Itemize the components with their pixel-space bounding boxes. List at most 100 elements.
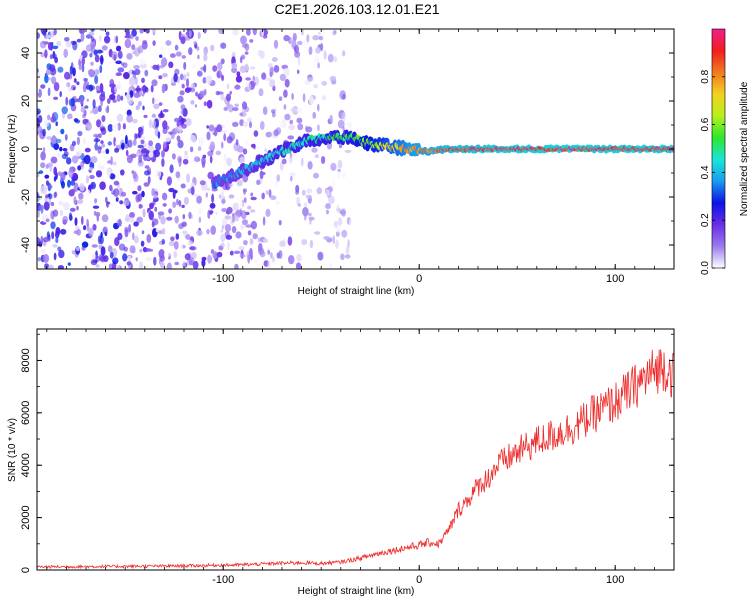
heatmap-noise-cell xyxy=(176,120,183,128)
heatmap-noise-cell xyxy=(335,226,341,233)
heatmap-noise-cell xyxy=(42,128,46,137)
heatmap-noise-cell xyxy=(223,153,227,162)
x-tick-label: -100 xyxy=(212,273,234,285)
heatmap-noise-cell xyxy=(151,244,155,250)
heatmap-noise-cell xyxy=(68,88,72,92)
heatmap-noise-cell xyxy=(284,78,290,88)
heatmap-noise-cell xyxy=(276,252,281,259)
heatmap-noise-cell xyxy=(207,209,211,219)
heatmap-noise-cell xyxy=(85,84,91,90)
heatmap-noise-cell xyxy=(278,96,283,101)
heatmap-noise-cell xyxy=(141,128,144,135)
heatmap-noise-cell xyxy=(247,82,252,92)
heatmap-noise-cell xyxy=(317,103,320,112)
heatmap-noise-cell xyxy=(181,118,187,123)
heatmap-noise-cell xyxy=(91,244,98,248)
heatmap-noise-cell xyxy=(128,255,131,260)
heatmap-noise-cell xyxy=(81,215,84,225)
heatmap-noise-cell xyxy=(53,252,57,261)
heatmap-noise-cell xyxy=(321,156,326,164)
heatmap-noise-cell xyxy=(53,82,60,92)
heatmap-noise-cell xyxy=(118,80,121,91)
heatmap-noise-cell xyxy=(161,192,168,201)
heatmap-noise-cell xyxy=(247,254,251,264)
heatmap-noise-cell xyxy=(154,206,158,212)
heatmap-noise-cell xyxy=(281,158,287,165)
heatmap-noise-cell xyxy=(120,169,125,176)
heatmap-noise-cell xyxy=(169,164,174,174)
heatmap-noise-cell xyxy=(197,70,203,77)
heatmap-noise-cell xyxy=(262,216,266,226)
heatmap-noise-cell xyxy=(250,192,254,197)
heatmap-noise-cell xyxy=(268,189,272,198)
heatmap-noise-cell xyxy=(153,149,160,158)
heatmap-noise-cell xyxy=(312,111,317,119)
heatmap-noise-cell xyxy=(180,110,184,115)
colorbar-scale xyxy=(712,29,725,268)
heatmap-noise-cell xyxy=(96,90,102,94)
heatmap-noise-cell xyxy=(139,29,144,34)
heatmap-noise-cell xyxy=(50,221,56,230)
heatmap-noise-cell xyxy=(126,114,133,123)
heatmap-noise-cell xyxy=(337,159,343,169)
heatmap-noise-cell xyxy=(220,233,226,243)
heatmap-noise-cell xyxy=(302,207,309,217)
heatmap-noise-cell xyxy=(345,245,350,255)
heatmap-noise-cell xyxy=(271,261,278,266)
heatmap-noise-cell xyxy=(337,170,341,180)
heatmap-noise-cell xyxy=(203,46,208,55)
heatmap-noise-cell xyxy=(112,257,119,265)
heatmap-noise-cell xyxy=(61,180,65,189)
heatmap-noise-cell xyxy=(289,119,294,125)
heatmap-noise-cell xyxy=(162,73,168,78)
heatmap-noise-cell xyxy=(309,239,314,249)
heatmap-noise-cell xyxy=(64,37,70,42)
heatmap-noise-cell xyxy=(238,246,245,251)
heatmap-noise-cell xyxy=(209,202,216,209)
heatmap-noise-cell xyxy=(173,73,178,83)
heatmap-noise-cell xyxy=(259,50,265,59)
heatmap-noise-cell xyxy=(85,175,90,184)
heatmap-noise-cell xyxy=(116,94,121,102)
heatmap-noise-cell xyxy=(91,36,94,42)
heatmap-noise-cell xyxy=(209,141,216,151)
heatmap-noise-cell xyxy=(244,51,249,55)
heatmap-noise-cell xyxy=(70,188,76,194)
heatmap-noise-cell xyxy=(48,184,53,189)
heatmap-noise-cell xyxy=(288,124,295,131)
heatmap-noise-cell xyxy=(270,252,273,259)
heatmap-noise-cell xyxy=(229,250,234,256)
heatmap-noise-cell xyxy=(161,238,165,245)
heatmap-noise-cell xyxy=(140,139,145,145)
heatmap-noise-cell xyxy=(339,210,346,215)
heatmap-noise-cell xyxy=(294,44,299,54)
heatmap-noise-cell xyxy=(257,237,261,243)
heatmap-noise-cell xyxy=(137,45,144,54)
heatmap-noise-cell xyxy=(292,32,297,42)
heatmap-noise-cell xyxy=(312,35,319,41)
heatmap-noise-cell xyxy=(202,154,207,159)
heatmap-noise-cell xyxy=(189,87,196,93)
heatmap-noise-cell xyxy=(212,131,218,136)
heatmap-noise-cell xyxy=(155,228,159,233)
heatmap-noise-cell xyxy=(313,172,319,179)
heatmap-noise-cell xyxy=(146,234,152,243)
heatmap-noise-cell xyxy=(245,224,253,228)
heatmap-noise-cell xyxy=(185,118,192,127)
heatmap-noise-cell xyxy=(81,241,89,248)
heatmap-noise-cell xyxy=(40,151,46,161)
heatmap-noise-cell xyxy=(99,255,106,263)
heatmap-noise-cell xyxy=(134,133,138,140)
colorbar: 0.0 0.2 0.4 0.6 0.8 Normalized spectral ampl… xyxy=(700,28,750,275)
heatmap-noise-cell xyxy=(261,29,264,37)
heatmap-noise-cell xyxy=(313,61,316,69)
heatmap-noise-cell xyxy=(93,138,101,143)
heatmap-noise-cell xyxy=(235,75,243,83)
heatmap-noise-cell xyxy=(305,125,308,132)
heatmap-noise-cell xyxy=(47,87,51,97)
heatmap-noise-cell xyxy=(147,176,151,184)
heatmap-noise-cell xyxy=(139,248,143,253)
heatmap-noise-cell xyxy=(133,65,140,70)
heatmap-noise-cell xyxy=(178,125,183,134)
